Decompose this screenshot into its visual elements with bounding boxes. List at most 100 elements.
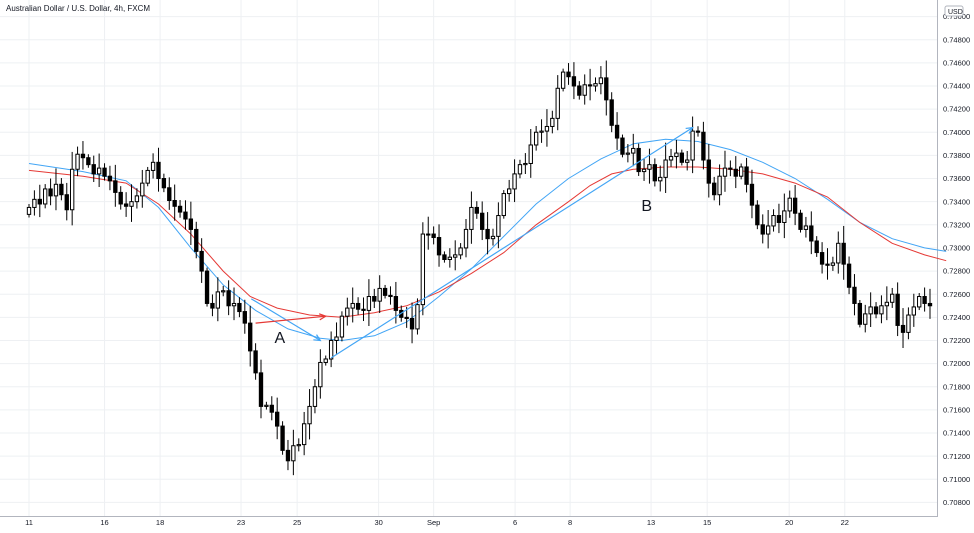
candle-down bbox=[199, 250, 204, 272]
candle-up bbox=[765, 225, 771, 235]
price-scale[interactable]: 0.75000 0.74800 0.74600 0.74400 0.74200 0.740… bbox=[943, 12, 970, 507]
date-tick-label: 11 bbox=[25, 518, 33, 527]
price-tick-label: 0.72000 bbox=[943, 359, 970, 368]
candle-down bbox=[113, 180, 118, 193]
currency-badge[interactable]: USD bbox=[944, 5, 964, 17]
candle-up bbox=[555, 87, 560, 119]
date-tick-label: 20 bbox=[785, 518, 793, 527]
candle-down bbox=[275, 411, 280, 427]
candle-up bbox=[523, 162, 528, 166]
candle-up bbox=[296, 444, 301, 447]
candle-down bbox=[620, 137, 625, 155]
candle-down bbox=[269, 404, 274, 413]
candle-down bbox=[91, 164, 96, 175]
candle-down bbox=[393, 296, 399, 311]
candle-up bbox=[911, 306, 916, 316]
candle-down bbox=[123, 203, 129, 207]
candlestick-series bbox=[26, 60, 933, 476]
candle-up bbox=[447, 256, 452, 261]
candle-up bbox=[879, 305, 884, 315]
arrow-head-red bbox=[318, 313, 328, 321]
candle-down bbox=[577, 85, 582, 96]
candle-down bbox=[253, 350, 258, 374]
candle-up bbox=[426, 233, 431, 236]
candle-down bbox=[695, 130, 701, 133]
price-tick-label: 0.72200 bbox=[943, 336, 970, 345]
candle-down bbox=[852, 286, 857, 304]
candle-up bbox=[582, 84, 587, 96]
candle-down bbox=[285, 449, 291, 462]
candle-down bbox=[744, 166, 749, 185]
price-tick-label: 0.71400 bbox=[943, 429, 970, 438]
candle-down bbox=[436, 237, 442, 256]
candle-down bbox=[177, 205, 183, 213]
price-tick-label: 0.71600 bbox=[943, 405, 970, 414]
candle-up bbox=[663, 159, 668, 178]
currency-label: USD bbox=[948, 9, 963, 16]
chart-title: Australian Dollar / U.S. Dollar, 4h, FXC… bbox=[6, 4, 150, 13]
candle-down bbox=[48, 188, 53, 197]
candle-down bbox=[733, 168, 738, 177]
candle-down bbox=[679, 152, 684, 163]
time-scale[interactable]: 11 16 18 23 25 30 Sep 6 8 13 15 20 22 bbox=[25, 518, 849, 527]
date-tick-label: 13 bbox=[647, 518, 655, 527]
candle-down bbox=[237, 302, 242, 313]
annotations: AB bbox=[275, 198, 653, 347]
candle-down bbox=[604, 77, 609, 101]
candle-up bbox=[717, 175, 722, 196]
ma-fast-line bbox=[28, 166, 947, 318]
date-tick-label: 18 bbox=[156, 518, 164, 527]
candle-down bbox=[587, 84, 593, 87]
price-tick-label: 0.73000 bbox=[943, 244, 970, 253]
candle-down bbox=[118, 191, 123, 205]
candle-down bbox=[183, 211, 188, 220]
candle-up bbox=[668, 156, 674, 161]
candle-up bbox=[836, 242, 841, 264]
price-tick-label: 0.73400 bbox=[943, 197, 970, 206]
moving-averages bbox=[28, 138, 947, 342]
price-tick-label: 0.74800 bbox=[943, 35, 970, 44]
candle-down bbox=[636, 147, 641, 173]
candle-up bbox=[312, 386, 318, 407]
date-tick-label: 8 bbox=[568, 518, 572, 527]
candle-up bbox=[690, 130, 695, 161]
candle-down bbox=[80, 153, 86, 159]
candle-down bbox=[382, 287, 388, 296]
price-tick-label: 0.72600 bbox=[943, 290, 970, 299]
candle-up bbox=[658, 176, 663, 182]
candle-down bbox=[900, 324, 906, 333]
candle-down bbox=[927, 302, 933, 307]
candle-down bbox=[161, 178, 167, 189]
trend-arrow-red bbox=[255, 315, 326, 324]
candle-down bbox=[361, 308, 366, 311]
candle-up bbox=[291, 445, 296, 462]
candle-down bbox=[194, 228, 199, 252]
price-tick-label: 0.73800 bbox=[943, 151, 970, 160]
candle-down bbox=[825, 263, 830, 266]
candle-up bbox=[782, 210, 787, 223]
candle-up bbox=[215, 291, 221, 309]
candle-down bbox=[204, 270, 210, 304]
candle-up bbox=[490, 235, 496, 240]
candle-up bbox=[501, 193, 506, 217]
candle-up bbox=[533, 131, 539, 146]
candle-down bbox=[167, 187, 172, 202]
candle-down bbox=[404, 316, 409, 319]
candle-down bbox=[431, 233, 436, 239]
candle-up bbox=[221, 290, 226, 293]
candle-up bbox=[544, 125, 550, 132]
candle-up bbox=[598, 77, 604, 85]
date-tick-label: Sep bbox=[427, 518, 440, 527]
candle-down bbox=[792, 197, 798, 214]
candle-down bbox=[895, 293, 900, 326]
price-tick-label: 0.73200 bbox=[943, 220, 970, 229]
candle-up bbox=[134, 195, 140, 203]
candle-down bbox=[922, 296, 927, 304]
arrow-head-blue bbox=[313, 334, 322, 342]
candle-up bbox=[43, 188, 48, 205]
candle-up bbox=[32, 198, 37, 208]
candle-down bbox=[749, 183, 755, 206]
candle-up bbox=[863, 313, 868, 325]
candle-up bbox=[69, 168, 75, 211]
